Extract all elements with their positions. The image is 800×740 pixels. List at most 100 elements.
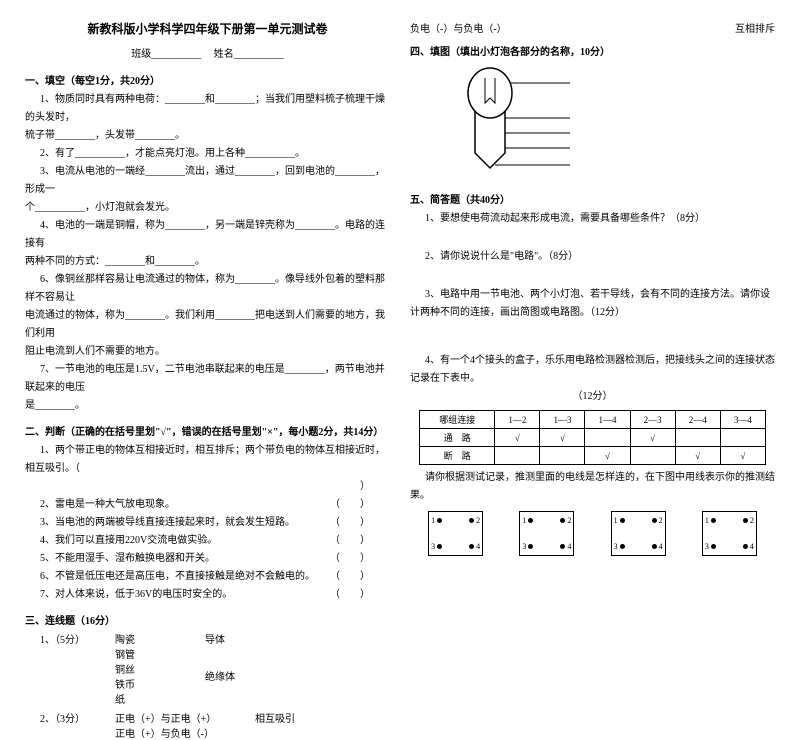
section3-head: 三、连线题（16分）	[25, 612, 390, 627]
t: （	[330, 499, 340, 510]
m2-label: 2、（3分）	[25, 710, 115, 740]
th: 哪组连接	[420, 411, 495, 429]
section2-head: 二、判断（正确的在括号里划"√"，错误的在括号里划"×"，每小题2分，共14分）	[25, 423, 390, 438]
th: 1—2	[495, 411, 540, 429]
bulb-diagram	[440, 63, 640, 183]
m1-label: 1、（5分）	[25, 631, 115, 706]
page-title: 新教科版小学科学四年级下册第一单元测试卷	[25, 20, 390, 37]
q1-6: 6、像铜丝那样容易让电流通过的物体，称为________。像导线外包着的塑料那样…	[25, 271, 390, 307]
td: √	[675, 447, 720, 465]
a3r: 互相排斥	[735, 20, 775, 35]
section1-head: 一、填空（每空1分，共20分）	[25, 72, 390, 87]
m2-right: 相互吸引	[255, 710, 390, 740]
match-block-2: 2、（3分） 正电（+）与正电（+） 正电（+）与负电（-） 相互吸引	[25, 710, 390, 740]
t: 4、电池的一端是铜帽，称为	[40, 220, 165, 231]
q1-6c: 阻止电流到人们不需要的地方。	[25, 343, 390, 361]
right-column: 负电（-）与负电（-） 互相排斥 四、填图（填出小灯泡各部分的名称，10分） 五…	[400, 20, 785, 545]
q5-1: 1、要想使电荷流动起来形成电流，需要具备哪些条件？（8分）	[410, 210, 775, 228]
t: ，才能点亮灯泡。用上各种	[125, 148, 245, 159]
q1-7: 7、一节电池的电压是1.5V，二节电池串联起来的电压是________，两节电池…	[25, 361, 390, 397]
t: 1、两个带正电的物体互相接近时，相互排斥；两个带负电的物体互相接近时，相互吸引。…	[25, 445, 385, 474]
q1-7b: 是________。	[25, 397, 390, 415]
t: 2、有了	[40, 148, 75, 159]
td: √	[630, 429, 675, 447]
t: 铁币	[115, 676, 205, 691]
t: ，小灯泡就会发光。	[85, 202, 175, 213]
t: 6、不管是低压电还是高压电，不直接接触是绝对不会触电的。	[40, 571, 315, 582]
t: 。	[195, 256, 205, 267]
td: √	[540, 429, 585, 447]
top-row: 负电（-）与负电（-） 互相排斥	[410, 20, 775, 35]
q1-6b: 电流通过的物体，称为________。我们利用________把电送到人们需要的…	[25, 307, 390, 343]
q2-2: 2、雷电是一种大气放电现象。 （ ）	[25, 496, 390, 514]
section5-head: 五、简答题（共40分）	[410, 191, 775, 206]
t: 3、电流从电池的一端经	[40, 166, 145, 177]
t: 导体	[205, 631, 390, 646]
t: 7、一节电池的电压是1.5V，二节电池串联起来的电压是	[40, 364, 285, 375]
t: ）	[360, 499, 370, 510]
t: 是	[25, 400, 35, 411]
th: 1—4	[585, 411, 630, 429]
q1-1b: 梳子带________，头发带________。	[25, 127, 390, 145]
t: 相互吸引	[255, 710, 390, 725]
t: ，回到电池的	[275, 166, 335, 177]
th: 2—3	[630, 411, 675, 429]
th: 2—4	[675, 411, 720, 429]
th: 3—4	[720, 411, 765, 429]
th: 1—3	[540, 411, 585, 429]
q2-5: 5、不能用湿手、湿布触换电器和开关。（ ）	[25, 550, 390, 568]
t: 7、对人体来说，低于36V的电压时安全的。	[40, 589, 232, 600]
t: 。	[175, 130, 185, 141]
student-info: 班级__________ 姓名__________	[25, 45, 390, 60]
name-label: 姓名	[214, 49, 234, 60]
t: 3、当电池的两端被导线直接连接起来时，就会发生短路。	[40, 517, 295, 528]
t: 纸	[115, 691, 205, 706]
q2-1p: ）	[25, 478, 390, 496]
t: 陶瓷	[115, 631, 205, 646]
box-1: 1 2 3 4	[428, 511, 483, 556]
left-column: 新教科版小学科学四年级下册第一单元测试卷 班级__________ 姓名____…	[15, 20, 400, 545]
section4-head: 四、填图（填出小灯泡各部分的名称，10分）	[410, 43, 775, 58]
t: （	[330, 535, 340, 546]
q1-2: 2、有了__________，才能点亮灯泡。用上各种__________。	[25, 145, 390, 163]
a3: 负电（-）与负电（-）	[410, 20, 507, 35]
match-block-1: 1、（5分） 陶瓷 钢管 铜丝 铁币 纸 导体 绝缘体	[25, 631, 390, 706]
q1-3b: 个__________，小灯泡就会发光。	[25, 199, 390, 217]
q2-6: 6、不管是低压电还是高压电，不直接接触是绝对不会触电的。（ ）	[25, 568, 390, 586]
t: ，另一端是锌壳称为	[205, 220, 295, 231]
q1-3: 3、电流从电池的一端经________流出，通过________，回到电池的__…	[25, 163, 390, 199]
connection-table: 哪组连接 1—2 1—3 1—4 2—3 2—4 3—4 通 路 √ √ √ 断…	[419, 410, 766, 465]
answer-boxes: 1 2 3 4 1 2 3 4 1 2 3 4 1 2 3 4	[410, 511, 775, 556]
m1-mid: 陶瓷 钢管 铜丝 铁币 纸	[115, 631, 205, 706]
t: （	[330, 517, 340, 528]
t: 和	[205, 94, 215, 105]
q1-4: 4、电池的一端是铜帽，称为________，另一端是锌壳称为________。电…	[25, 217, 390, 253]
q5-3: 3、电路中用一节电池、两个小灯泡、若干导线，会有不同的连接方法。请你设计两种不同…	[410, 286, 775, 322]
box-3: 1 2 3 4	[611, 511, 666, 556]
t: ）	[360, 535, 370, 546]
t: 钢管	[115, 646, 205, 661]
td: 通 路	[420, 429, 495, 447]
q5-4a: 4、有一个4个接头的盒子，乐乐用电路检测器检测后，把接线头之间的连接状态记录在下…	[410, 352, 775, 388]
t: 梳子带	[25, 130, 55, 141]
td: √	[585, 447, 630, 465]
q2-4: 4、我们可以直接用220V交流电做实验。（ ）	[25, 532, 390, 550]
m2-mid: 正电（+）与正电（+） 正电（+）与负电（-）	[115, 710, 255, 740]
m1-right: 导体 绝缘体	[205, 631, 390, 706]
t: 两种不同的方式：	[25, 256, 105, 267]
t: ）	[360, 553, 370, 564]
t: 。	[295, 148, 305, 159]
t: ）	[360, 571, 370, 582]
t: 和	[145, 256, 155, 267]
t: 2、雷电是一种大气放电现象。	[40, 499, 175, 510]
q5-4c: 请你根据测试记录，推测里面的电线是怎样连的，在下图中用线表示你的推测结果。	[410, 469, 775, 505]
t: ，头发带	[95, 130, 135, 141]
t: 1、物质同时具有两种电荷：	[40, 94, 165, 105]
t: 流出，通过	[185, 166, 235, 177]
t: 。我们利用	[165, 310, 215, 321]
t: 。	[75, 400, 85, 411]
t: 正电（+）与正电（+）	[115, 710, 255, 725]
td: √	[495, 429, 540, 447]
t: 6、像铜丝那样容易让电流通过的物体，称为	[40, 274, 235, 285]
box-4: 1 2 3 4	[702, 511, 757, 556]
